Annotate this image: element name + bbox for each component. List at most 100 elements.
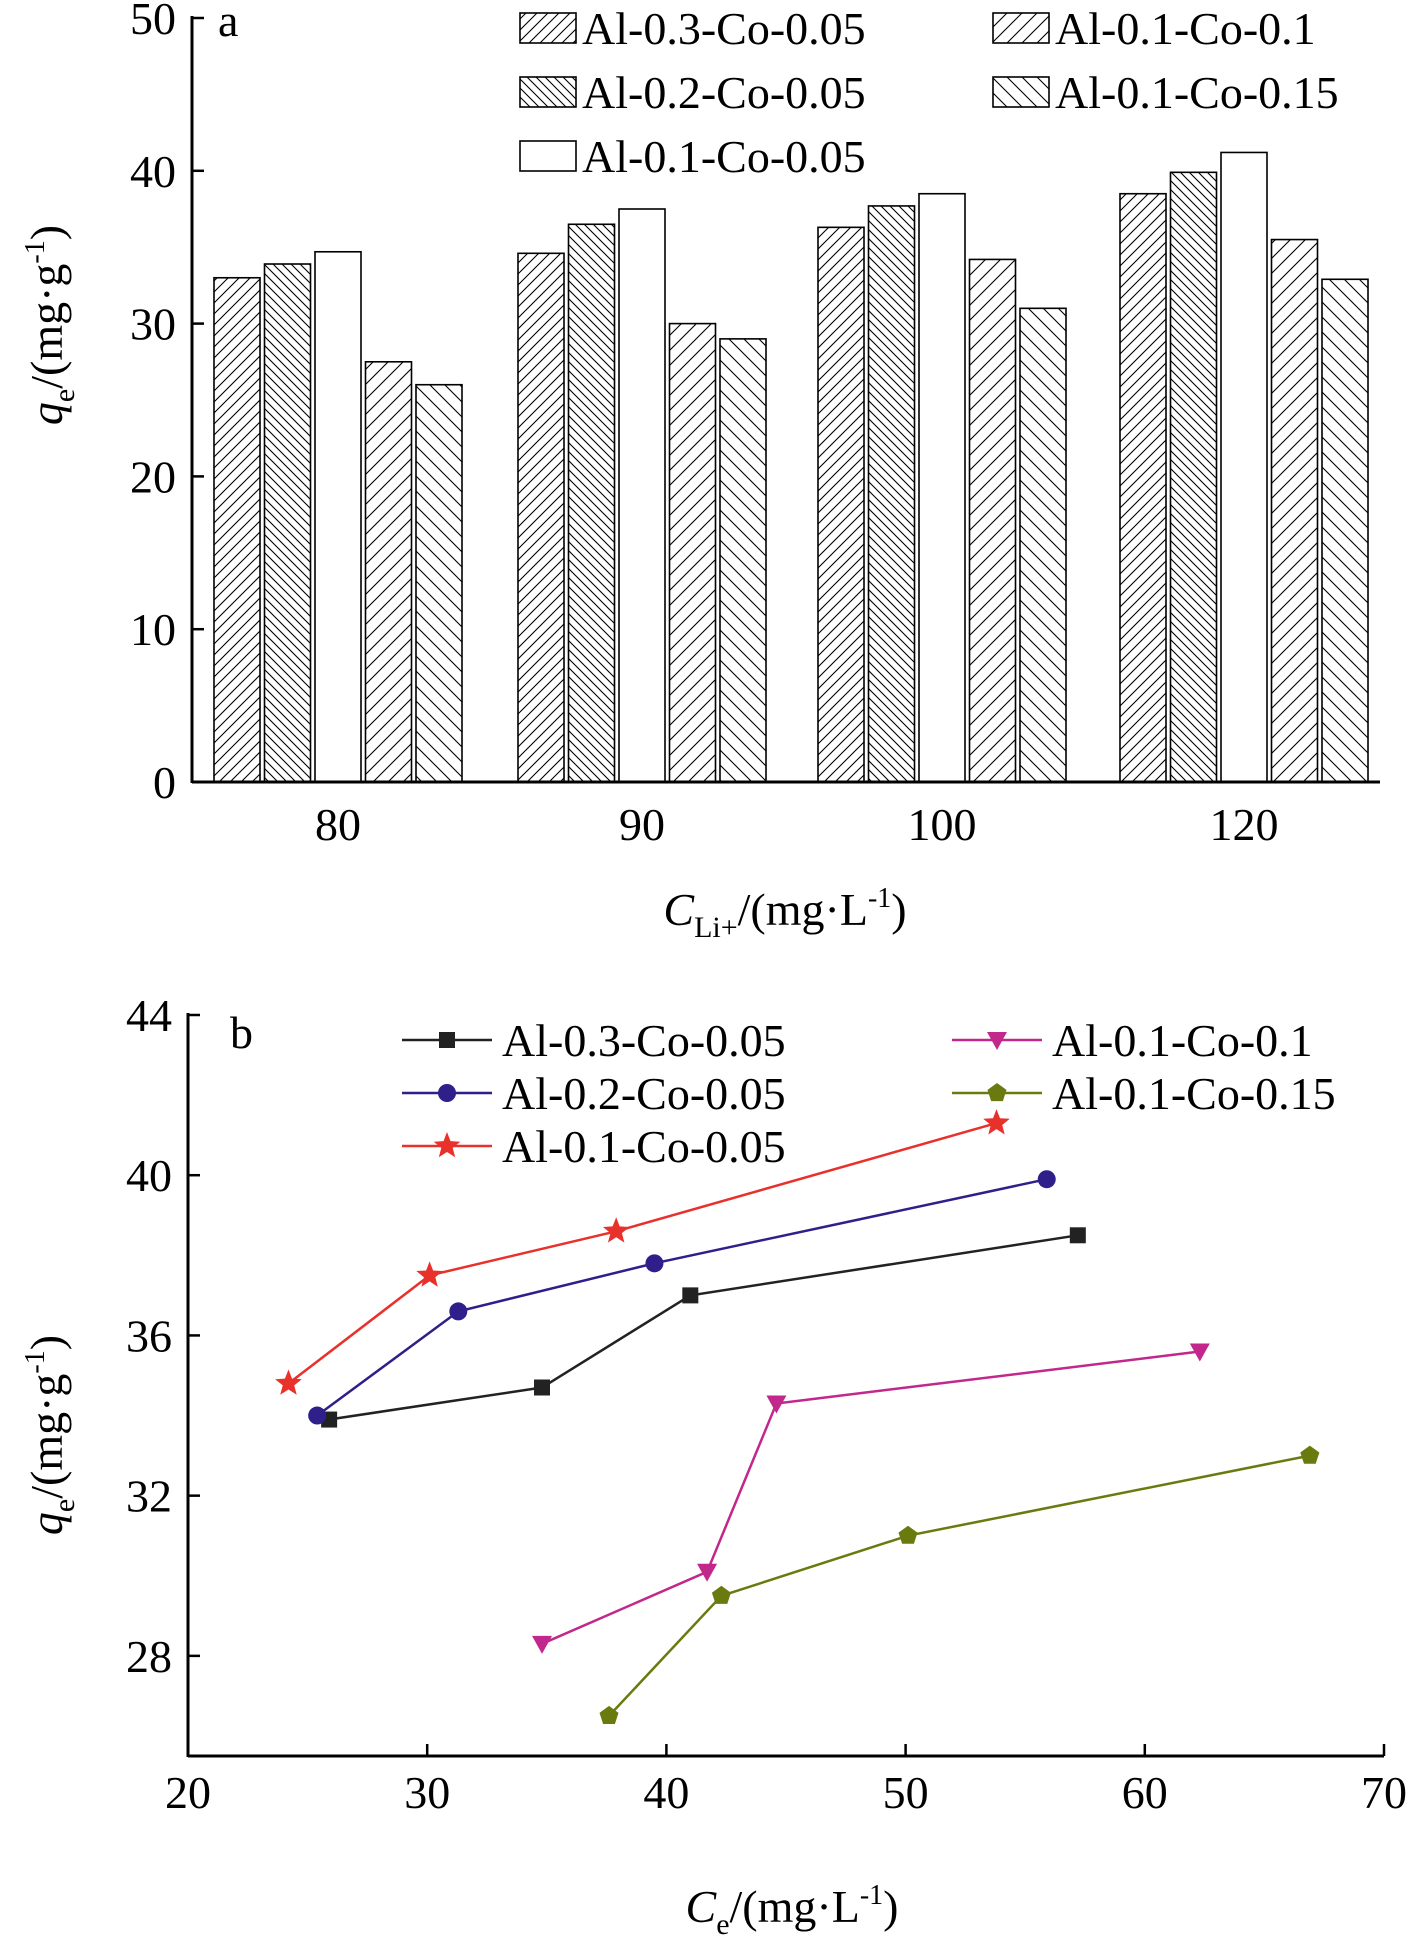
bar (314, 250, 362, 783)
y-axis-label: qe/(mg·g-1) (20, 1335, 81, 1535)
bar (618, 208, 666, 783)
data-point (1037, 1170, 1056, 1189)
x-tick-label: 80 (315, 799, 361, 850)
data-point (532, 1635, 553, 1654)
x-tick-label: 120 (1210, 799, 1279, 850)
series-lines (275, 1109, 1320, 1724)
data-point (987, 1032, 1007, 1050)
y-tick-label: 0 (153, 757, 176, 808)
y-tick-label: 10 (130, 604, 176, 655)
x-axis-label-sup: -1 (868, 883, 891, 914)
legend-label: Al-0.1-Co-0.05 (582, 131, 866, 182)
data-point (697, 1563, 718, 1582)
y-axis-label: qe/(mg·g-1) (20, 225, 81, 425)
y-axis-label-main: q (21, 402, 72, 425)
bar (1321, 278, 1369, 783)
data-point (1300, 1445, 1320, 1464)
x-axis-label: Ce/(mg·L-1) (686, 1880, 899, 1937)
series (532, 1343, 1210, 1654)
series-line (608, 1454, 1311, 1717)
x-axis-label-end: ) (891, 884, 906, 935)
x-axis-label-sub: Li+ (694, 911, 738, 944)
panel-label: a (218, 0, 238, 46)
bar (867, 205, 916, 783)
data-point (416, 1261, 443, 1287)
bar (1270, 238, 1319, 783)
legend-entry: Al-0.1-Co-0.05 (402, 1121, 786, 1172)
legend: Al-0.3-Co-0.05Al-0.2-Co-0.05Al-0.1-Co-0.… (402, 1015, 1336, 1172)
data-point (602, 1217, 630, 1243)
x-axis-label-main: C (686, 1881, 718, 1932)
legend-entry: Al-0.2-Co-0.05 (402, 1068, 786, 1119)
x-axis-label-tail: /(mg·L (738, 884, 868, 935)
axes: 20 30 40 50 60 70 28 32 36 40 44 (126, 990, 1407, 1818)
x-axis-label-end: ) (883, 1881, 898, 1932)
legend-swatch (519, 140, 577, 172)
bar (517, 252, 565, 783)
series-line (287, 1121, 997, 1385)
legend-entry: Al-0.1-Co-0.15 (952, 1068, 1336, 1119)
data-point (534, 1379, 551, 1396)
bar-group (213, 151, 1369, 783)
data-point (766, 1395, 787, 1414)
series (599, 1445, 1320, 1724)
y-axis-label-end: ) (21, 225, 72, 240)
bar (918, 192, 966, 783)
y-tick-label: 40 (130, 146, 176, 197)
data-point (987, 1083, 1007, 1102)
data-point (898, 1525, 918, 1544)
series-line (541, 1350, 1200, 1645)
y-tick-label: 50 (130, 0, 176, 44)
x-tick-label: 30 (404, 1767, 450, 1818)
data-point (1069, 1227, 1086, 1244)
legend-swatch (992, 76, 1050, 108)
x-axis-label: CLi+/(mg·L-1) (663, 883, 906, 944)
bar (567, 223, 616, 783)
axes: 0 10 20 30 40 50 80 90 100 120 (130, 0, 1380, 850)
legend-entry: Al-0.1-Co-0.1 (952, 1015, 1313, 1066)
data-point (433, 1132, 461, 1158)
bar (213, 276, 261, 783)
bar (968, 258, 1017, 783)
y-tick-label: 36 (126, 1310, 172, 1361)
y-axis-label-sup: -1 (20, 1350, 51, 1373)
y-tick-label: 44 (126, 990, 172, 1041)
y-axis-label-tail: /(mg·g (21, 1374, 72, 1499)
y-axis-label-sup: -1 (20, 240, 51, 263)
legend-label: Al-0.3-Co-0.05 (582, 3, 866, 54)
x-axis-label-sub: e (716, 1908, 729, 1937)
legend-label: Al-0.2-Co-0.05 (582, 67, 866, 118)
bar (719, 338, 767, 783)
legend-swatch (519, 76, 577, 108)
y-axis-label-sub: e (48, 1499, 81, 1512)
data-point (438, 1084, 456, 1102)
x-axis-label-main: C (663, 884, 695, 935)
data-point (275, 1369, 302, 1395)
x-tick-label: 60 (1122, 1767, 1168, 1818)
bar (1019, 307, 1067, 783)
series (308, 1170, 1056, 1425)
x-tick-label: 70 (1361, 1767, 1407, 1818)
data-point (645, 1254, 664, 1273)
series-line (316, 1177, 1047, 1417)
bar (1169, 171, 1218, 783)
series (275, 1109, 1010, 1395)
legend-swatch (519, 12, 577, 44)
panel-label: b (230, 1007, 253, 1058)
y-axis-label-tail: /(mg·g (21, 264, 72, 389)
y-tick-label: 30 (130, 299, 176, 350)
y-tick-label: 32 (126, 1471, 172, 1522)
bar (415, 383, 463, 783)
data-point (983, 1109, 1010, 1135)
x-tick-label: 20 (165, 1767, 211, 1818)
x-tick-label: 100 (908, 799, 977, 850)
bar (364, 360, 413, 783)
legend-label: Al-0.3-Co-0.05 (502, 1015, 786, 1066)
legend-label: Al-0.1-Co-0.05 (502, 1121, 786, 1172)
data-point (308, 1406, 327, 1425)
legend-label: Al-0.1-Co-0.1 (1055, 3, 1316, 54)
y-axis-label-end: ) (21, 1335, 72, 1350)
